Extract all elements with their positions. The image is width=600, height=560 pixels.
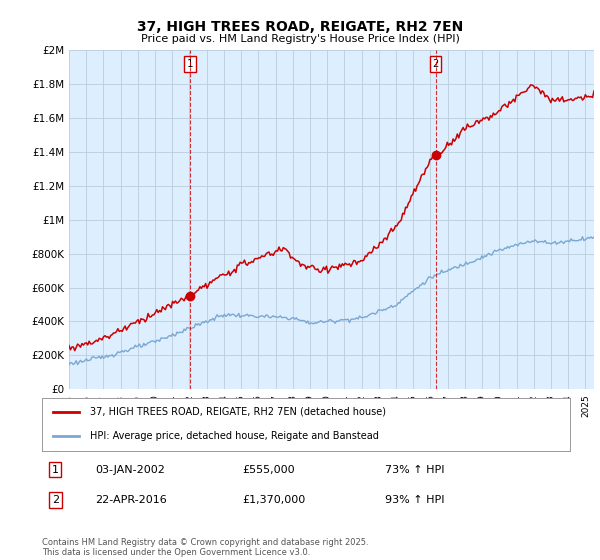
Text: 93% ↑ HPI: 93% ↑ HPI [385, 495, 445, 505]
Text: 2: 2 [433, 59, 439, 69]
Text: Price paid vs. HM Land Registry's House Price Index (HPI): Price paid vs. HM Land Registry's House … [140, 34, 460, 44]
Text: 22-APR-2016: 22-APR-2016 [95, 495, 167, 505]
Text: 73% ↑ HPI: 73% ↑ HPI [385, 465, 445, 475]
Text: £555,000: £555,000 [242, 465, 295, 475]
Text: 37, HIGH TREES ROAD, REIGATE, RH2 7EN (detached house): 37, HIGH TREES ROAD, REIGATE, RH2 7EN (d… [89, 407, 386, 417]
Text: 2: 2 [52, 495, 59, 505]
Text: Contains HM Land Registry data © Crown copyright and database right 2025.
This d: Contains HM Land Registry data © Crown c… [42, 538, 368, 557]
Text: 1: 1 [187, 59, 193, 69]
Text: 1: 1 [52, 465, 59, 475]
Text: £1,370,000: £1,370,000 [242, 495, 306, 505]
Text: 03-JAN-2002: 03-JAN-2002 [95, 465, 164, 475]
Text: 37, HIGH TREES ROAD, REIGATE, RH2 7EN: 37, HIGH TREES ROAD, REIGATE, RH2 7EN [137, 20, 463, 34]
Text: HPI: Average price, detached house, Reigate and Banstead: HPI: Average price, detached house, Reig… [89, 431, 379, 441]
